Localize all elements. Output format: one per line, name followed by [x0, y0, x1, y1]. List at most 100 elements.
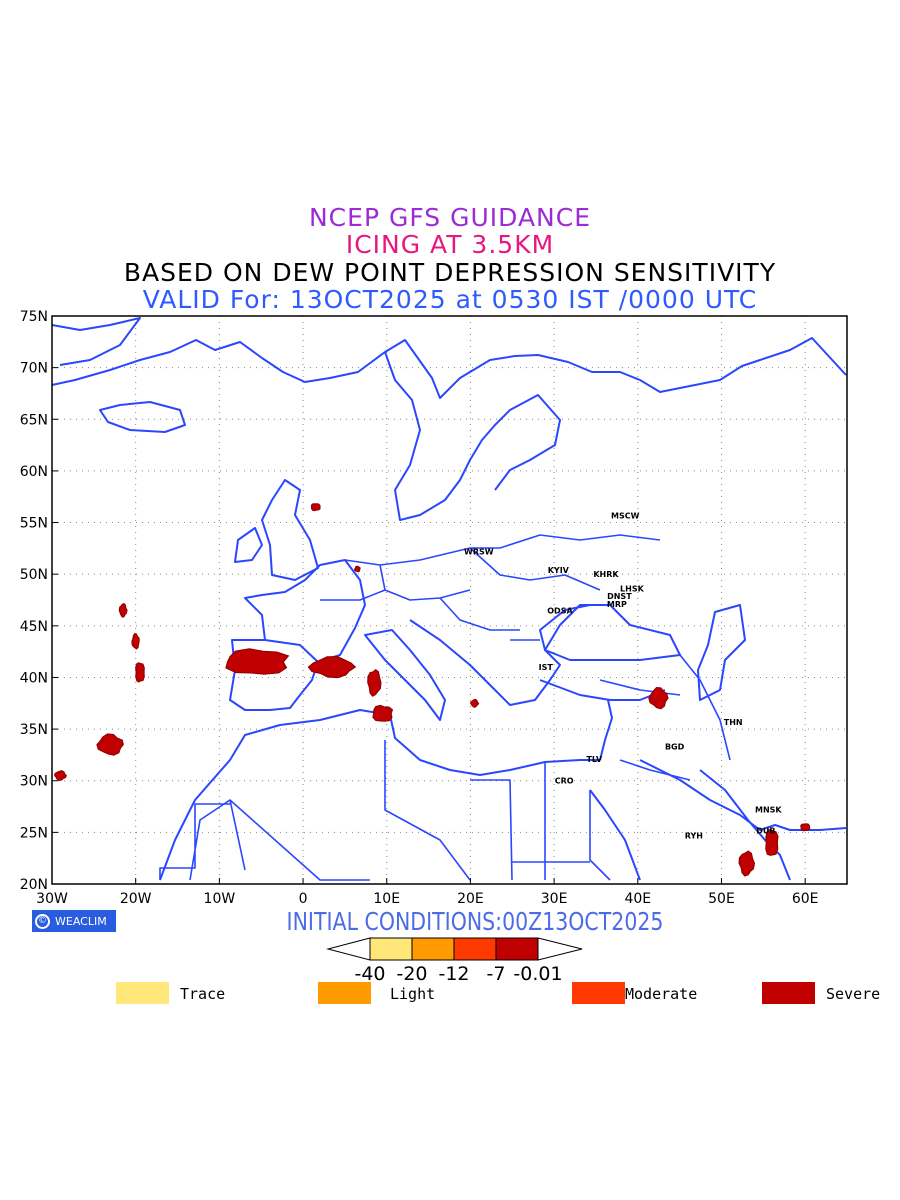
ireland-coastline [234, 527, 263, 563]
title-line-1: NCEP GFS GUIDANCE [308, 203, 591, 232]
icing-region [118, 602, 128, 618]
lon-tick-label: 30E [541, 891, 568, 907]
icing-region [310, 503, 321, 512]
title-line-3: BASED ON DEW POINT DEPRESSION SENSITIVIT… [123, 258, 777, 287]
lat-tick-label: 55N [20, 516, 48, 532]
colorbar-tick-label: -20 [396, 963, 427, 985]
city-label: TLV [586, 755, 602, 764]
icing-region [307, 656, 357, 679]
title-line-2: ICING AT 3.5KM [345, 230, 555, 259]
map-axes: 30W 20W 10W 0 10E 20E 30E 40E 50E 60E 75N 70N 65N 60N… [20, 309, 819, 907]
lat-tick-label: 65N [20, 412, 48, 428]
icing-region [648, 686, 669, 710]
city-label: MSCW [611, 511, 640, 520]
lon-tick-label: 10E [373, 891, 400, 907]
lat-tick-label: 20N [20, 877, 48, 893]
lat-tick-label: 30N [20, 774, 48, 790]
legend-label-trace: Trace [180, 985, 226, 1003]
weaclim-badge-text: WEACLIM [55, 914, 107, 928]
icing-region [372, 704, 394, 722]
weaclim-logo-icon: © [35, 913, 50, 929]
icing-region [54, 770, 67, 781]
caspian-sea [697, 604, 746, 701]
iceland-coastline [99, 401, 186, 433]
icing-areas [54, 503, 811, 877]
icing-region [131, 632, 140, 650]
icing-region [800, 823, 811, 832]
balkans-coastline [409, 604, 591, 706]
icing-region [354, 565, 361, 573]
turkey-coastline [539, 679, 666, 701]
lat-tick-label: 60N [20, 464, 48, 480]
lat-tick-label: 70N [20, 361, 48, 377]
icing-region [135, 662, 145, 683]
lon-tick-label: 60E [792, 891, 819, 907]
colorbar-swatch [411, 937, 455, 961]
icing-region [367, 668, 382, 697]
lon-tick-label: 10W [204, 891, 236, 907]
title-valid-time: VALID For: 13OCT2025 at 0530 IST /0000 U… [142, 285, 758, 314]
initial-conditions: INITIAL CONDITIONS:00Z13OCT2025 [286, 907, 664, 936]
colorbar-swatch [453, 937, 497, 961]
icing-region [765, 828, 779, 856]
legend-swatch-moderate [572, 982, 625, 1004]
city-label: IST [539, 663, 554, 672]
lat-tick-label: 45N [20, 619, 48, 635]
coastlines [51, 317, 847, 881]
colorbar-tick-label: -0.01 [513, 963, 562, 985]
legend-swatch-trace [116, 982, 169, 1004]
icing-region [225, 648, 290, 675]
lon-tick-label: 50E [708, 891, 735, 907]
lon-tick-label: 20W [120, 891, 152, 907]
city-label: DNST [607, 592, 632, 601]
lat-tick-label: 75N [20, 309, 48, 325]
lat-tick-label: 35N [20, 722, 48, 738]
city-label: RYH [685, 831, 703, 840]
red-sea [589, 789, 641, 881]
lat-tick-label: 50N [20, 567, 48, 583]
city-label: BGD [665, 743, 685, 752]
italy-coastline [364, 629, 446, 721]
city-label: KHRK [593, 570, 619, 579]
city-label: THN [724, 718, 743, 727]
country-borders [159, 534, 731, 881]
city-label: MNSK [755, 806, 782, 815]
lat-tick-label: 25N [20, 825, 48, 841]
legend-swatch-light [318, 982, 371, 1004]
icing-region [96, 733, 124, 756]
city-label: WRSW [464, 547, 494, 556]
map-frame [51, 315, 848, 885]
britain-coastline [261, 479, 319, 581]
lon-tick-label: 20E [457, 891, 484, 907]
legend-label-severe: Severe [826, 985, 881, 1003]
city-label: MRP [607, 600, 627, 609]
colorbar-tick-label: -40 [354, 963, 385, 985]
colorbar-swatch [369, 937, 413, 961]
colorbar: -40 -20 -12 -7 -0.01 [326, 937, 583, 985]
iberia-coastline [229, 639, 319, 711]
weaclim-badge: © WEACLIM [32, 910, 116, 932]
persian-gulf [699, 769, 791, 881]
colorbar-tick-label: -12 [438, 963, 469, 985]
arabia-coastline [639, 759, 847, 831]
graticule [52, 316, 847, 884]
north-africa-coastline [159, 709, 600, 881]
colorbar-high-arrow [537, 937, 583, 961]
city-label: DUB [756, 826, 775, 835]
colorbar-tick-label: -7 [487, 963, 506, 985]
city-label: ODSA [547, 606, 573, 615]
scandinavia-coastline [384, 351, 561, 521]
colorbar-swatch [495, 937, 539, 961]
lat-tick-label: 40N [20, 670, 48, 686]
levant-coastline [599, 699, 613, 761]
france-coastline [244, 559, 366, 663]
lon-tick-label: 30W [36, 891, 68, 907]
colorbar-low-arrow [326, 937, 371, 961]
legend-swatch-severe [762, 982, 815, 1004]
legend-label-light: Light [390, 985, 436, 1003]
city-label: CRO [555, 777, 574, 786]
icing-region [738, 850, 756, 877]
greenland-coastline [51, 317, 141, 366]
